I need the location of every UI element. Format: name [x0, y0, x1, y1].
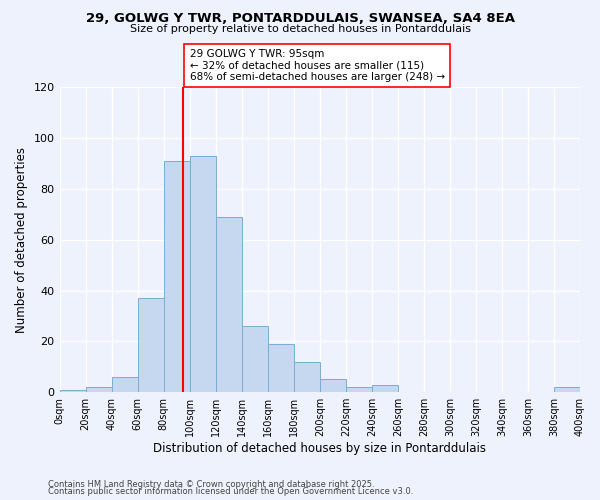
Bar — [554, 387, 580, 392]
Bar — [294, 362, 320, 392]
Bar — [320, 380, 346, 392]
Bar — [372, 384, 398, 392]
Y-axis label: Number of detached properties: Number of detached properties — [15, 146, 28, 332]
Text: Size of property relative to detached houses in Pontarddulais: Size of property relative to detached ho… — [130, 24, 470, 34]
Bar — [268, 344, 294, 392]
Bar — [242, 326, 268, 392]
Text: 29 GOLWG Y TWR: 95sqm
← 32% of detached houses are smaller (115)
68% of semi-det: 29 GOLWG Y TWR: 95sqm ← 32% of detached … — [190, 49, 445, 82]
Bar — [86, 387, 112, 392]
Bar — [164, 161, 190, 392]
X-axis label: Distribution of detached houses by size in Pontarddulais: Distribution of detached houses by size … — [153, 442, 486, 455]
Bar — [112, 377, 137, 392]
Text: Contains HM Land Registry data © Crown copyright and database right 2025.: Contains HM Land Registry data © Crown c… — [48, 480, 374, 489]
Bar — [346, 387, 372, 392]
Bar — [215, 217, 242, 392]
Bar — [137, 298, 164, 392]
Text: 29, GOLWG Y TWR, PONTARDDULAIS, SWANSEA, SA4 8EA: 29, GOLWG Y TWR, PONTARDDULAIS, SWANSEA,… — [86, 12, 515, 26]
Bar — [190, 156, 215, 392]
Bar — [59, 390, 86, 392]
Text: Contains public sector information licensed under the Open Government Licence v3: Contains public sector information licen… — [48, 487, 413, 496]
